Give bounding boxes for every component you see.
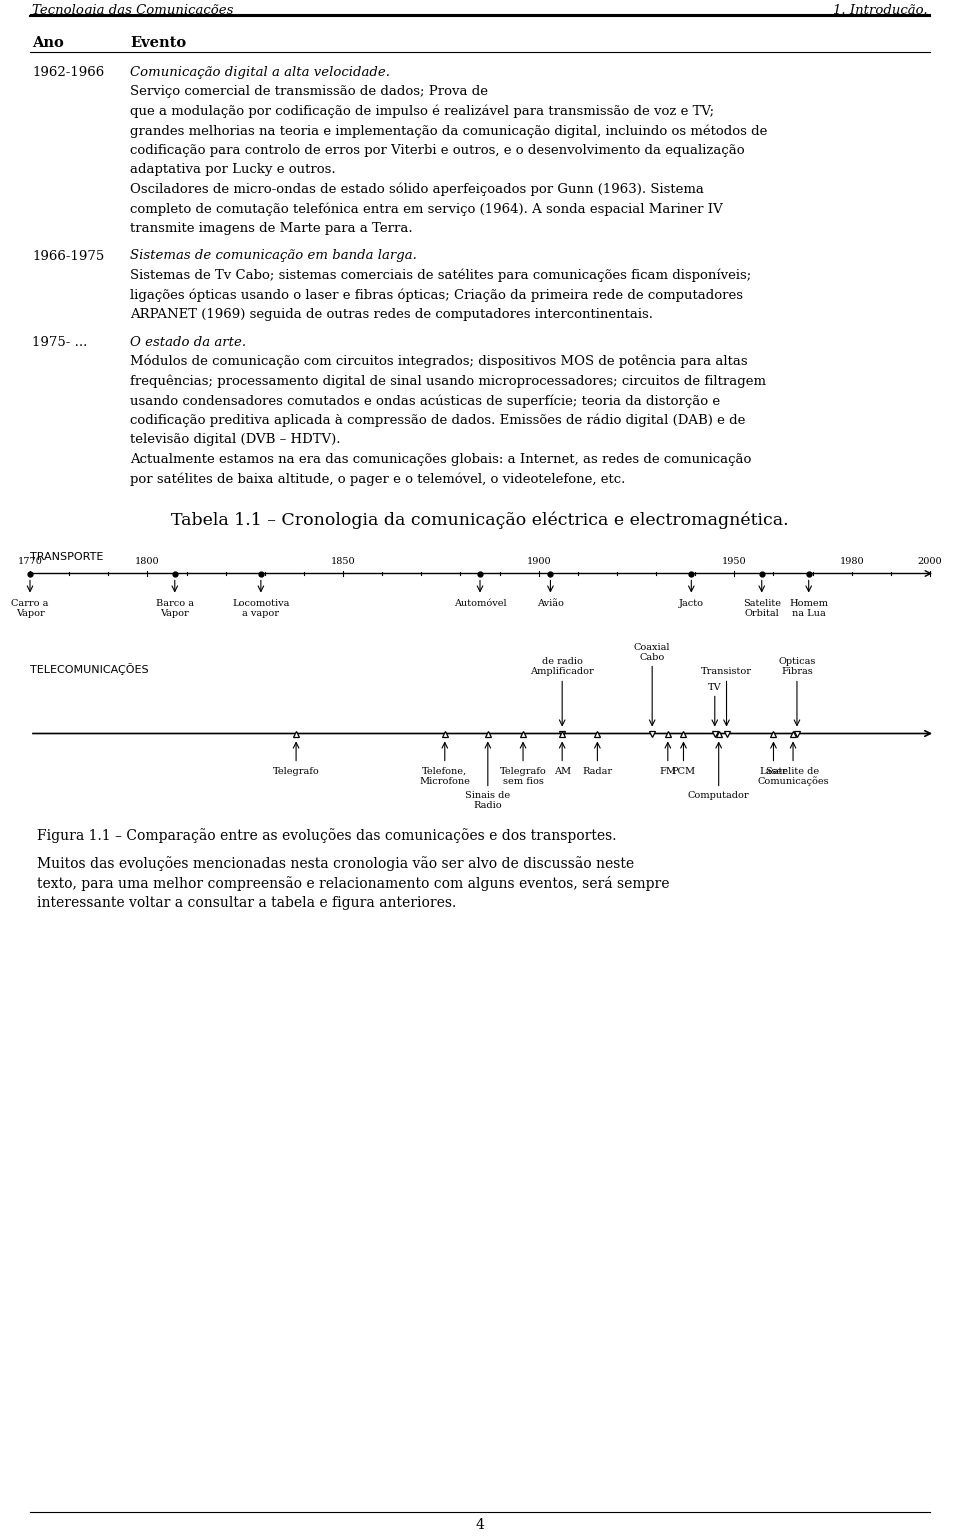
Text: Serviço comercial de transmissão de dados; Prova de: Serviço comercial de transmissão de dado… (130, 86, 488, 99)
Text: Sistemas de Tv Cabo; sistemas comerciais de satélites para comunicações ficam di: Sistemas de Tv Cabo; sistemas comerciais… (130, 270, 752, 282)
Text: 1950: 1950 (722, 557, 747, 567)
Text: Ano: Ano (32, 35, 63, 49)
Text: Tecnologia das Comunicações: Tecnologia das Comunicações (32, 5, 233, 17)
Text: TELECOMUNICAÇÕES: TELECOMUNICAÇÕES (30, 664, 149, 676)
Text: sem fios: sem fios (503, 776, 543, 785)
Text: Comunicações: Comunicações (757, 776, 828, 787)
Text: 1975- ...: 1975- ... (32, 336, 87, 348)
Text: 1770: 1770 (17, 557, 42, 567)
Text: Vapor: Vapor (160, 608, 189, 618)
Text: TV: TV (708, 682, 722, 691)
Text: que a modulação por codificação de impulso é realizável para transmissão de voz : que a modulação por codificação de impul… (130, 105, 714, 119)
Text: Figura 1.1 – Comparação entre as evoluções das comunicações e dos transportes.: Figura 1.1 – Comparação entre as evoluçõ… (37, 829, 616, 844)
Text: transmite imagens de Marte para a Terra.: transmite imagens de Marte para a Terra. (130, 222, 413, 236)
Text: 1800: 1800 (135, 557, 159, 567)
Text: codificação preditiva aplicada à compressão de dados. Emissões de rádio digital : codificação preditiva aplicada à compres… (130, 414, 745, 427)
Text: Módulos de comunicação com circuitos integrados; dispositivos MOS de potência pa: Módulos de comunicação com circuitos int… (130, 356, 748, 368)
Text: frequências; processamento digital de sinal usando microprocessadores; circuitos: frequências; processamento digital de si… (130, 374, 766, 388)
Text: Jacto: Jacto (679, 599, 704, 607)
Text: Evento: Evento (130, 35, 186, 49)
Text: 1962-1966: 1962-1966 (32, 66, 105, 79)
Text: Orbital: Orbital (744, 608, 780, 618)
Text: completo de comutação telefónica entra em serviço (1964). A sonda espacial Marin: completo de comutação telefónica entra e… (130, 202, 723, 216)
Text: FM: FM (660, 767, 677, 776)
Text: Laser: Laser (759, 767, 787, 776)
Text: texto, para uma melhor compreensão e relacionamento com alguns eventos, será sem: texto, para uma melhor compreensão e rel… (37, 876, 669, 892)
Text: de radio: de radio (541, 658, 583, 667)
Text: Satelite de: Satelite de (766, 767, 820, 776)
Text: 4: 4 (475, 1518, 485, 1532)
Text: Telefone,: Telefone, (422, 767, 468, 776)
Text: Radio: Radio (473, 801, 502, 810)
Text: Radar: Radar (583, 767, 612, 776)
Text: 1900: 1900 (526, 557, 551, 567)
Text: Actualmente estamos na era das comunicações globais: a Internet, as redes de com: Actualmente estamos na era das comunicaç… (130, 453, 752, 465)
Text: usando condensadores comutados e ondas acústicas de superfície; teoria da distor: usando condensadores comutados e ondas a… (130, 394, 720, 408)
Text: Cabo: Cabo (639, 653, 664, 662)
Text: Tabela 1.1 – Cronologia da comunicação eléctrica e electromagnética.: Tabela 1.1 – Cronologia da comunicação e… (171, 511, 789, 530)
Text: 1. Introdução.: 1. Introdução. (833, 5, 928, 17)
Text: televisão digital (DVB – HDTV).: televisão digital (DVB – HDTV). (130, 433, 341, 447)
Text: Sinais de: Sinais de (466, 792, 511, 801)
Text: Fibras: Fibras (781, 667, 813, 676)
Text: Satelite: Satelite (743, 599, 780, 607)
Text: Barco a: Barco a (156, 599, 194, 607)
Text: Avião: Avião (537, 599, 564, 607)
Text: Coaxial: Coaxial (634, 642, 670, 651)
Text: Transistor: Transistor (701, 667, 752, 676)
Text: AM: AM (554, 767, 571, 776)
Text: PCM: PCM (671, 767, 696, 776)
Text: Sistemas de comunicação em banda larga.: Sistemas de comunicação em banda larga. (130, 249, 417, 262)
Text: O estado da arte.: O estado da arte. (130, 336, 246, 348)
Text: Vapor: Vapor (15, 608, 44, 618)
Text: Homem: Homem (789, 599, 828, 607)
Text: grandes melhorias na teoria e implementação da comunicação digital, incluindo os: grandes melhorias na teoria e implementa… (130, 125, 767, 139)
Text: Muitos das evoluções mencionadas nesta cronologia vão ser alvo de discussão nest: Muitos das evoluções mencionadas nesta c… (37, 856, 635, 872)
Text: a vapor: a vapor (242, 608, 279, 618)
Text: interessante voltar a consultar a tabela e figura anteriores.: interessante voltar a consultar a tabela… (37, 895, 456, 910)
Text: na Lua: na Lua (792, 608, 826, 618)
Text: Automóvel: Automóvel (454, 599, 506, 607)
Text: Amplificador: Amplificador (530, 667, 594, 676)
Text: ARPANET (1969) seguida de outras redes de computadores intercontinentais.: ARPANET (1969) seguida de outras redes d… (130, 308, 653, 320)
Text: Telegrafo: Telegrafo (499, 767, 546, 776)
Text: Opticas: Opticas (779, 658, 816, 667)
Text: Carro a: Carro a (12, 599, 49, 607)
Text: codificação para controlo de erros por Viterbi e outros, e o desenvolvimento da : codificação para controlo de erros por V… (130, 145, 745, 157)
Text: 1966-1975: 1966-1975 (32, 249, 105, 262)
Text: Comunicação digital a alta velocidade.: Comunicação digital a alta velocidade. (130, 66, 390, 79)
Text: ligações ópticas usando o laser e fibras ópticas; Criação da primeira rede de co: ligações ópticas usando o laser e fibras… (130, 288, 743, 302)
Text: por satélites de baixa altitude, o pager e o telemóvel, o videotelefone, etc.: por satélites de baixa altitude, o pager… (130, 471, 625, 485)
Text: TRANSPORTE: TRANSPORTE (30, 551, 104, 562)
Text: 1850: 1850 (331, 557, 355, 567)
Text: 2000: 2000 (918, 557, 943, 567)
Text: Telegrafo: Telegrafo (273, 767, 320, 776)
Text: Osciladores de micro-ondas de estado sólido aperfeiçoados por Gunn (1963). Siste: Osciladores de micro-ondas de estado sól… (130, 183, 704, 197)
Text: Locomotiva: Locomotiva (232, 599, 290, 607)
Text: adaptativa por Lucky e outros.: adaptativa por Lucky e outros. (130, 163, 336, 177)
Text: 1980: 1980 (839, 557, 864, 567)
Text: Microfone: Microfone (420, 776, 470, 785)
Text: Computador: Computador (688, 792, 750, 801)
